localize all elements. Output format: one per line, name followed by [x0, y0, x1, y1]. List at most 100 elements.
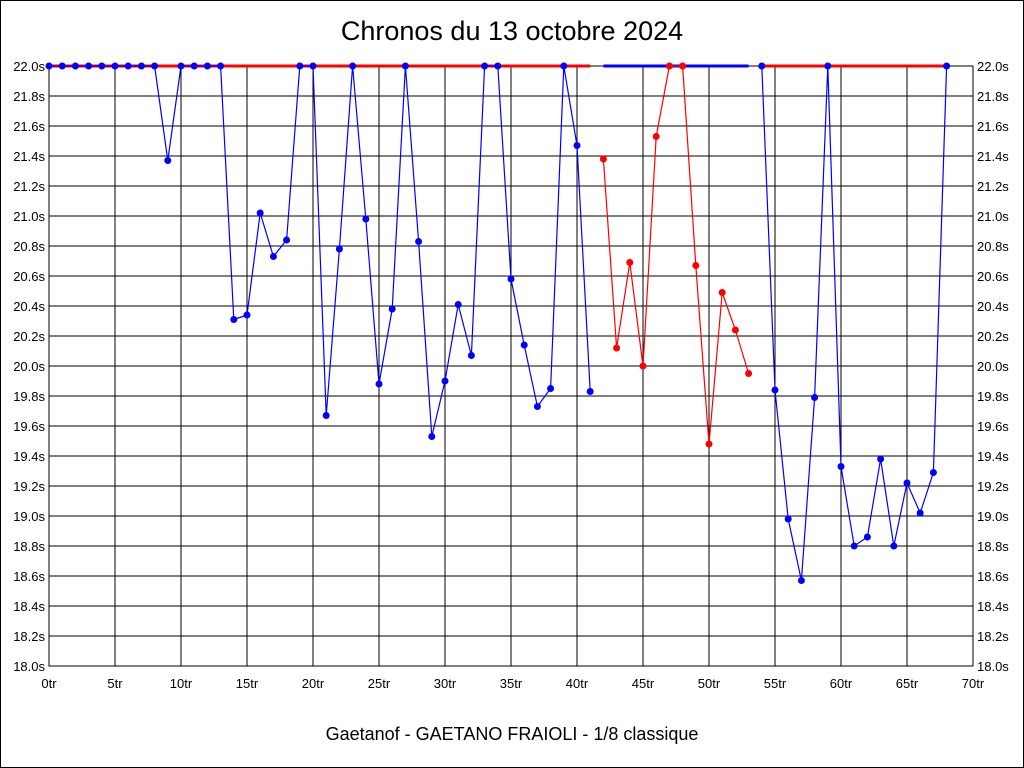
y-tick-label-right: 18.2s	[977, 629, 1009, 644]
lap-point	[916, 509, 924, 517]
lap-point	[850, 542, 858, 550]
lap-point	[230, 316, 238, 323]
y-tick-label-left: 20.6s	[13, 269, 45, 284]
y-tick-label-left: 18.8s	[13, 539, 45, 554]
y-tick-label-right: 18.4s	[977, 599, 1009, 614]
lap-point	[797, 577, 805, 584]
y-tick-label-left: 20.8s	[13, 239, 45, 254]
lap-point	[626, 259, 634, 266]
lap-point	[441, 377, 449, 385]
x-tick-label: 10tr	[170, 676, 193, 691]
chart-title: Chronos du 13 octobre 2024	[340, 16, 684, 46]
y-tick-label-left: 21.4s	[13, 149, 45, 164]
lap-point	[388, 305, 396, 313]
y-tick-label-left: 19.6s	[13, 419, 45, 434]
lap-point	[151, 62, 159, 70]
lap-point	[256, 209, 264, 217]
y-tick-label-right: 19.4s	[977, 449, 1009, 464]
lap-point	[586, 388, 594, 395]
lap-point	[190, 62, 198, 70]
lap-point	[137, 62, 145, 70]
lap-point	[718, 289, 726, 296]
y-tick-label-right: 21.6s	[977, 119, 1009, 134]
lap-point	[243, 311, 251, 319]
lap-point	[375, 380, 383, 388]
y-tick-label-right: 19.2s	[977, 479, 1009, 494]
lap-point	[203, 62, 211, 70]
lap-point	[665, 62, 673, 70]
x-tick-label: 60tr	[830, 676, 853, 691]
lap-point	[296, 62, 304, 70]
x-tick-label: 45tr	[632, 676, 655, 691]
lap-point	[890, 542, 898, 550]
y-tick-label-right: 18.8s	[977, 539, 1009, 554]
lap-point	[322, 412, 330, 419]
x-tick-label: 25tr	[368, 676, 391, 691]
lap-point	[745, 370, 753, 377]
y-tick-label-left: 21.2s	[13, 179, 45, 194]
lap-point	[943, 62, 951, 70]
lap-point	[71, 62, 79, 70]
lap-point	[731, 326, 739, 334]
y-tick-label-left: 19.0s	[13, 509, 45, 524]
y-tick-label-right: 22.0s	[977, 59, 1009, 74]
y-tick-label-right: 20.8s	[977, 239, 1009, 254]
lap-point	[903, 479, 911, 487]
y-tick-label-left: 20.0s	[13, 359, 45, 374]
y-tick-label-right: 21.4s	[977, 149, 1009, 164]
y-tick-label-left: 18.2s	[13, 629, 45, 644]
series-line	[602, 65, 750, 445]
lap-point	[58, 62, 66, 70]
y-tick-label-right: 20.4s	[977, 299, 1009, 314]
lap-point	[45, 62, 53, 70]
lap-point	[837, 463, 845, 470]
series-line	[49, 65, 591, 437]
lap-point	[533, 403, 541, 410]
lap-point	[520, 341, 528, 349]
y-tick-label-right: 20.6s	[977, 269, 1009, 284]
series-line	[761, 65, 948, 581]
lap-point	[599, 155, 607, 163]
lap-point	[877, 455, 885, 463]
lap-point	[573, 142, 581, 149]
y-tick-label-right: 21.8s	[977, 89, 1009, 104]
lap-point	[547, 385, 555, 392]
y-tick-label-left: 21.8s	[13, 89, 45, 104]
x-tick-label: 70tr	[962, 676, 985, 691]
lap-point	[401, 62, 409, 70]
lap-point	[467, 352, 475, 359]
lap-point	[454, 301, 462, 308]
y-tick-label-left: 18.4s	[13, 599, 45, 614]
lap-point	[494, 62, 502, 70]
lap-point	[811, 394, 819, 401]
y-tick-label-left: 18.6s	[13, 569, 45, 584]
y-tick-label-right: 19.0s	[977, 509, 1009, 524]
x-tick-label: 50tr	[698, 676, 721, 691]
y-tick-label-right: 19.6s	[977, 419, 1009, 434]
lap-point	[929, 469, 937, 476]
lap-point	[217, 62, 225, 70]
y-tick-label-right: 21.2s	[977, 179, 1009, 194]
lap-point	[85, 62, 93, 70]
lap-point	[124, 62, 132, 70]
lap-point	[824, 62, 832, 70]
lap-point	[784, 515, 792, 523]
lap-point	[98, 62, 106, 70]
x-tick-label: 55tr	[764, 676, 787, 691]
lap-point	[362, 215, 370, 223]
lap-point	[283, 236, 291, 244]
x-tick-label: 40tr	[566, 676, 589, 691]
lap-point	[481, 62, 489, 70]
x-tick-label: 30tr	[434, 676, 457, 691]
lap-point	[309, 62, 317, 70]
x-tick-label: 20tr	[302, 676, 325, 691]
x-tick-label: 15tr	[236, 676, 259, 691]
x-tick-label: 65tr	[896, 676, 919, 691]
x-tick-label: 0tr	[41, 676, 57, 691]
y-tick-label-right: 20.2s	[977, 329, 1009, 344]
lap-point	[758, 62, 766, 70]
y-tick-label-left: 20.4s	[13, 299, 45, 314]
y-tick-label-right: 21.0s	[977, 209, 1009, 224]
lap-point	[692, 262, 700, 269]
